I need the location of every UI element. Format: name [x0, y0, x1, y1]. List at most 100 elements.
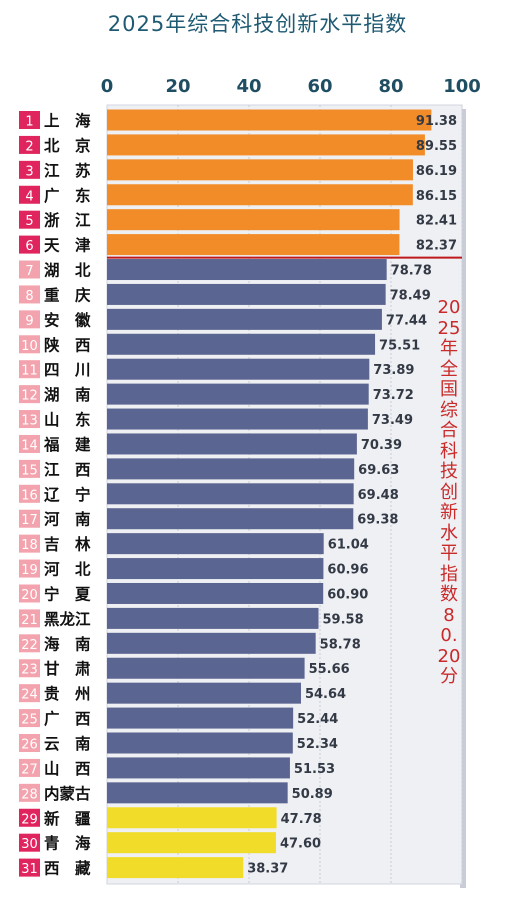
value-label: 91.38 [416, 114, 457, 129]
rank-box [19, 808, 40, 827]
bar [107, 533, 324, 555]
province-label: 河 南 [44, 510, 91, 529]
rank-box [19, 385, 40, 404]
rank-box [19, 509, 40, 528]
rank-box [19, 185, 40, 204]
value-label: 50.89 [292, 787, 333, 802]
province-label: 贵 州 [44, 684, 91, 703]
bar [107, 757, 290, 779]
value-label: 47.60 [280, 837, 321, 852]
bar [107, 433, 357, 455]
rank-number: 27 [21, 762, 38, 777]
province-label: 重 庆 [44, 285, 91, 304]
value-label: 52.34 [297, 737, 338, 752]
rank-box [19, 709, 40, 728]
rank-box [19, 111, 40, 129]
rank-box [19, 833, 40, 852]
value-label: 61.04 [328, 538, 369, 553]
rank-number: 19 [21, 563, 38, 578]
value-label: 73.89 [373, 363, 414, 378]
x-tick-label: 0 [101, 76, 114, 97]
province-label: 湖 北 [44, 262, 91, 280]
value-label: 59.58 [323, 612, 364, 627]
province-label: 福 建 [43, 435, 91, 454]
bar [107, 184, 413, 206]
rank-number: 2 [25, 139, 33, 154]
bar [107, 607, 319, 629]
rank-number: 10 [21, 339, 38, 354]
province-label: 甘 肃 [44, 660, 91, 678]
x-tick-label: 20 [165, 76, 190, 97]
bar [107, 582, 324, 604]
province-label: 广 西 [44, 709, 91, 728]
rank-box [19, 459, 40, 478]
value-label: 89.55 [416, 139, 457, 154]
province-label: 浙 江 [44, 211, 91, 230]
value-label: 54.64 [305, 687, 346, 702]
value-label: 38.37 [247, 862, 288, 877]
value-label: 60.96 [327, 563, 368, 578]
rank-box [19, 634, 40, 653]
value-label: 86.15 [416, 189, 457, 204]
rank-number: 16 [21, 488, 38, 503]
rank-number: 23 [21, 663, 38, 678]
chart-title: 2025年综合科技创新水平指数 [107, 12, 408, 36]
bar [107, 458, 355, 480]
bar [107, 832, 276, 854]
province-label: 辽 宁 [44, 485, 91, 504]
province-label: 河 北 [44, 560, 91, 579]
province-label: 陕 西 [44, 335, 91, 354]
rank-box [19, 360, 40, 379]
bar [107, 209, 400, 231]
province-label: 黑龙江 [44, 609, 91, 628]
rank-number: 6 [25, 239, 33, 254]
province-label: 江 苏 [44, 161, 91, 180]
value-label: 60.90 [327, 587, 368, 602]
value-label: 52.44 [297, 712, 338, 727]
x-tick-label: 40 [236, 76, 261, 97]
bar [107, 408, 368, 430]
value-label: 86.19 [416, 164, 457, 179]
province-label: 新 疆 [44, 809, 91, 828]
province-label: 江 西 [44, 461, 91, 479]
value-label: 69.63 [358, 463, 399, 478]
province-label: 湖 南 [44, 385, 91, 404]
x-tick-label: 100 [443, 76, 481, 97]
province-label: 山 东 [44, 410, 91, 429]
rank-number: 29 [21, 812, 38, 827]
province-label: 天 津 [44, 237, 91, 255]
rank-box [19, 410, 40, 429]
rank-box [19, 285, 40, 304]
bar [107, 134, 425, 156]
rank-box [19, 160, 40, 179]
rank-box [19, 210, 40, 229]
rank-number: 21 [21, 613, 38, 628]
province-label: 四 川 [44, 361, 91, 379]
rank-number: 22 [21, 638, 38, 653]
bar [107, 109, 432, 131]
bar [107, 358, 370, 380]
rank-box [19, 734, 40, 752]
rank-box [19, 260, 40, 279]
province-label: 广 东 [44, 186, 91, 205]
rank-number: 26 [21, 738, 38, 753]
rank-box [19, 534, 40, 553]
rank-box [19, 484, 40, 503]
x-tick-label: 60 [307, 76, 332, 97]
province-label: 西 藏 [44, 859, 91, 878]
bar [107, 707, 294, 729]
value-label: 73.72 [373, 388, 414, 403]
province-label: 内蒙古 [44, 784, 91, 803]
province-label: 安 徽 [44, 310, 91, 329]
bar [107, 508, 354, 530]
rank-box [19, 783, 40, 802]
province-label: 青 海 [44, 834, 91, 853]
bar [107, 807, 277, 829]
bar [107, 782, 288, 804]
rank-number: 17 [21, 513, 38, 528]
rank-box [19, 335, 40, 354]
province-label: 云 南 [44, 734, 91, 753]
rank-box [19, 659, 40, 678]
rank-box [19, 609, 40, 628]
